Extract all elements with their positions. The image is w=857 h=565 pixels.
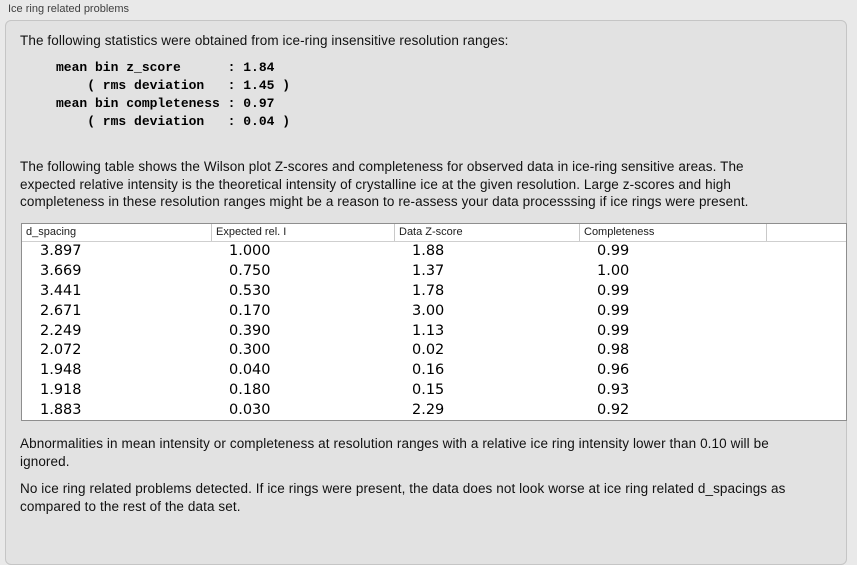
cell-expected-rel-i: 0.030 — [229, 401, 271, 418]
table-row[interactable]: 2.249 0.390 1.13 0.99 — [22, 321, 846, 341]
cell-expected-rel-i: 0.180 — [229, 381, 271, 398]
cell-expected-rel-i: 0.300 — [229, 342, 271, 359]
table-row[interactable]: 3.897 1.000 1.88 0.99 — [22, 242, 846, 262]
cell-data-z-score: 2.29 — [412, 401, 445, 418]
column-header-completeness[interactable]: Completeness — [579, 223, 766, 241]
cell-completeness: 0.98 — [597, 342, 630, 359]
cell-completeness: 0.92 — [597, 401, 630, 418]
cell-expected-rel-i: 0.530 — [229, 282, 271, 299]
cell-expected-rel-i: 0.390 — [229, 322, 271, 339]
cell-data-z-score: 1.13 — [412, 322, 445, 339]
table-row[interactable]: 1.918 0.180 0.15 0.93 — [22, 380, 846, 400]
cell-d-spacing: 2.671 — [40, 302, 82, 319]
table-row[interactable]: 2.671 0.170 3.00 0.99 — [22, 301, 846, 321]
panel-title: Ice ring related problems — [8, 3, 130, 15]
cell-expected-rel-i: 0.170 — [229, 302, 271, 319]
note-text: Abnormalities in mean intensity or compl… — [20, 435, 769, 469]
cell-d-spacing: 3.669 — [40, 263, 82, 280]
cell-expected-rel-i: 1.000 — [229, 243, 271, 260]
column-header-d-spacing[interactable]: d_spacing — [26, 226, 77, 238]
cell-completeness: 0.99 — [597, 282, 630, 299]
cell-d-spacing: 1.918 — [40, 381, 82, 398]
table-intro-text: The following table shows the Wilson plo… — [20, 159, 749, 209]
ice-ring-groupbox: The following statistics were obtained f… — [5, 20, 847, 565]
stats-block: mean bin z_score : 1.84 ( rms deviation … — [56, 60, 291, 129]
conclusion-text: No ice ring related problems detected. I… — [20, 480, 786, 514]
cell-completeness: 0.99 — [597, 243, 630, 260]
cell-d-spacing: 2.072 — [40, 342, 82, 359]
cell-d-spacing: 3.897 — [40, 243, 82, 260]
table-row[interactable]: 1.883 0.030 2.29 0.92 — [22, 400, 846, 420]
cell-d-spacing: 1.948 — [40, 362, 82, 379]
table-header-row: d_spacing Expected rel. I Data Z-score C… — [22, 223, 846, 242]
cell-completeness: 0.96 — [597, 362, 630, 379]
cell-completeness: 0.93 — [597, 381, 630, 398]
cell-data-z-score: 1.37 — [412, 263, 445, 280]
cell-d-spacing: 2.249 — [40, 322, 82, 339]
cell-expected-rel-i: 0.750 — [229, 263, 271, 280]
column-header-spacer — [766, 223, 846, 241]
cell-data-z-score: 1.78 — [412, 282, 445, 299]
cell-completeness: 0.99 — [597, 322, 630, 339]
cell-data-z-score: 0.16 — [412, 362, 445, 379]
table-row[interactable]: 3.441 0.530 1.78 0.99 — [22, 281, 846, 301]
cell-data-z-score: 1.88 — [412, 243, 445, 260]
cell-d-spacing: 1.883 — [40, 401, 82, 418]
cell-data-z-score: 0.02 — [412, 342, 445, 359]
table-row[interactable]: 3.669 0.750 1.37 1.00 — [22, 261, 846, 281]
cell-expected-rel-i: 0.040 — [229, 362, 271, 379]
column-header-expected-rel-i[interactable]: Expected rel. I — [211, 223, 394, 241]
cell-data-z-score: 0.15 — [412, 381, 445, 398]
table-row[interactable]: 2.072 0.300 0.02 0.98 — [22, 340, 846, 360]
cell-completeness: 1.00 — [597, 263, 630, 280]
table-row[interactable]: 1.948 0.040 0.16 0.96 — [22, 360, 846, 380]
cell-d-spacing: 3.441 — [40, 282, 82, 299]
results-table: d_spacing Expected rel. I Data Z-score C… — [21, 222, 847, 421]
column-header-data-z-score[interactable]: Data Z-score — [394, 223, 579, 241]
cell-data-z-score: 3.00 — [412, 302, 445, 319]
intro-text: The following statistics were obtained f… — [20, 33, 509, 48]
cell-completeness: 0.99 — [597, 302, 630, 319]
